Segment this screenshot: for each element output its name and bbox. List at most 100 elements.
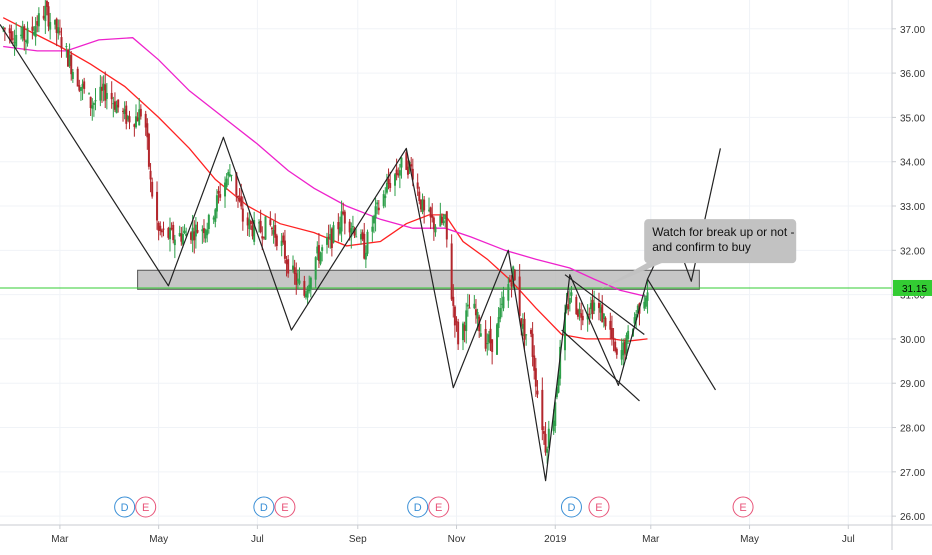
candle[interactable] xyxy=(327,224,330,248)
candle[interactable] xyxy=(385,173,388,195)
candle[interactable] xyxy=(589,296,592,319)
candle[interactable] xyxy=(304,290,307,300)
candle[interactable] xyxy=(395,158,398,181)
candle[interactable] xyxy=(172,221,175,244)
candle[interactable] xyxy=(389,171,392,192)
candle[interactable] xyxy=(92,101,95,117)
candle[interactable] xyxy=(105,83,108,110)
candle[interactable] xyxy=(384,187,387,208)
moving-average-red[interactable] xyxy=(2,17,648,342)
candle[interactable] xyxy=(431,203,434,223)
candle[interactable] xyxy=(125,101,128,130)
candle[interactable] xyxy=(23,24,26,51)
candle[interactable] xyxy=(178,225,181,237)
candle[interactable] xyxy=(248,211,251,237)
candle[interactable] xyxy=(122,107,125,122)
candle[interactable] xyxy=(343,209,346,235)
candle[interactable] xyxy=(588,307,591,325)
candle[interactable] xyxy=(406,160,409,179)
candle[interactable] xyxy=(432,216,435,241)
candle[interactable] xyxy=(167,226,170,240)
candle[interactable] xyxy=(283,229,286,264)
candle[interactable] xyxy=(115,100,118,114)
candle[interactable] xyxy=(440,213,443,225)
annotation-callout[interactable]: Watch for break up or not -and confirm t… xyxy=(600,219,797,290)
candle[interactable] xyxy=(486,333,489,356)
candle[interactable] xyxy=(623,338,626,362)
candle[interactable] xyxy=(117,99,120,113)
candle[interactable] xyxy=(610,315,613,346)
candle[interactable] xyxy=(601,295,604,323)
candle[interactable] xyxy=(303,275,306,298)
candle[interactable] xyxy=(194,217,197,249)
candle[interactable] xyxy=(372,214,375,234)
candle[interactable] xyxy=(282,232,285,245)
candle[interactable] xyxy=(151,177,154,199)
candle[interactable] xyxy=(559,339,562,386)
candle[interactable] xyxy=(36,15,39,33)
candle[interactable] xyxy=(219,183,222,202)
candle[interactable] xyxy=(190,231,193,244)
candle[interactable] xyxy=(428,197,431,213)
candle[interactable] xyxy=(275,233,278,251)
candle[interactable] xyxy=(144,110,147,136)
candle[interactable] xyxy=(104,71,107,108)
candle[interactable] xyxy=(285,255,288,277)
candle[interactable] xyxy=(21,20,24,42)
candle[interactable] xyxy=(112,96,115,118)
candle[interactable] xyxy=(609,312,612,340)
candle[interactable] xyxy=(253,211,256,246)
candle[interactable] xyxy=(236,195,239,208)
candle[interactable] xyxy=(47,1,50,32)
candle[interactable] xyxy=(202,219,205,243)
candle[interactable] xyxy=(593,290,596,315)
candle[interactable] xyxy=(326,232,329,254)
candle[interactable] xyxy=(227,169,230,186)
candle[interactable] xyxy=(371,216,374,242)
candle[interactable] xyxy=(473,295,476,310)
candle[interactable] xyxy=(591,289,594,320)
candle[interactable] xyxy=(615,347,618,359)
candle[interactable] xyxy=(42,5,45,21)
earnings-marker-icon[interactable]: E xyxy=(588,496,610,518)
candle[interactable] xyxy=(353,226,356,239)
candle[interactable] xyxy=(508,274,511,284)
candle[interactable] xyxy=(262,236,265,240)
candle[interactable] xyxy=(457,318,460,350)
candle[interactable] xyxy=(499,298,502,323)
candle[interactable] xyxy=(400,157,403,179)
candle[interactable] xyxy=(533,345,536,380)
candle[interactable] xyxy=(306,285,309,305)
candle[interactable] xyxy=(633,312,636,327)
candle[interactable] xyxy=(308,275,311,294)
candle[interactable] xyxy=(536,380,539,399)
candle[interactable] xyxy=(309,276,312,298)
candle[interactable] xyxy=(377,199,380,215)
candle[interactable] xyxy=(578,302,581,321)
candle[interactable] xyxy=(567,291,570,316)
candle[interactable] xyxy=(487,330,490,351)
candle[interactable] xyxy=(269,211,272,227)
candle[interactable] xyxy=(513,268,516,281)
support-zone[interactable] xyxy=(137,269,700,290)
candle[interactable] xyxy=(497,307,500,338)
candle[interactable] xyxy=(316,241,319,261)
candle[interactable] xyxy=(489,316,492,352)
candle[interactable] xyxy=(599,302,602,322)
candle[interactable] xyxy=(597,292,600,321)
candle[interactable] xyxy=(272,220,275,244)
candle[interactable] xyxy=(293,259,296,285)
candle[interactable] xyxy=(249,219,252,231)
candle[interactable] xyxy=(612,327,615,352)
candle[interactable] xyxy=(60,27,63,58)
candle[interactable] xyxy=(466,293,469,317)
candle[interactable] xyxy=(620,338,623,366)
candle[interactable] xyxy=(468,294,471,309)
candle[interactable] xyxy=(224,176,227,208)
candle[interactable] xyxy=(89,96,92,117)
candle[interactable] xyxy=(439,202,442,227)
candle[interactable] xyxy=(332,221,335,244)
candle[interactable] xyxy=(13,29,16,56)
candle[interactable] xyxy=(321,244,324,262)
